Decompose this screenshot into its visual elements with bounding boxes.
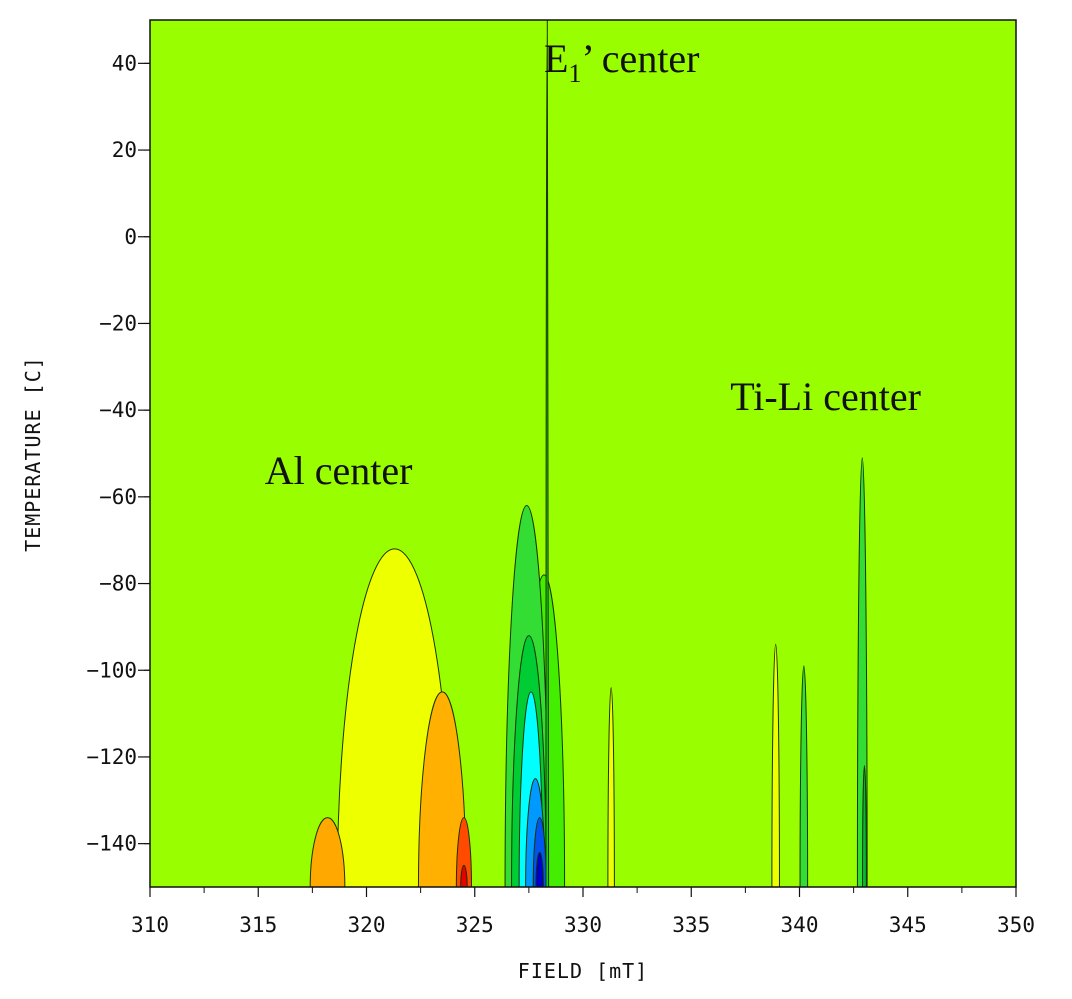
- contour-peak: [862, 765, 867, 888]
- x-tick-label: 345: [889, 913, 927, 937]
- y-tick-label: 40: [112, 51, 137, 75]
- contour-regions: [309, 19, 868, 888]
- contour-peak: [799, 665, 809, 888]
- y-tick-label: −60: [99, 485, 137, 509]
- y-tick-label: −80: [99, 572, 137, 596]
- y-tick-label: −120: [86, 745, 137, 769]
- x-axis-title: FIELD [mT]: [518, 959, 648, 983]
- x-tick-label: 325: [456, 913, 494, 937]
- contour-peak: [460, 864, 468, 888]
- peak-annotation: Ti-Li center: [730, 374, 921, 419]
- contour-peak: [535, 851, 544, 888]
- x-tick-label: 320: [348, 913, 386, 937]
- peak-annotation: E1’ center: [544, 36, 699, 88]
- y-tick-label: −100: [86, 658, 137, 682]
- y-tick-label: 0: [124, 225, 137, 249]
- x-tick-label: 330: [564, 913, 602, 937]
- axis-ticks: 310 315 320 325 330 335 340 345 350 40 20 0 −20 −40 −6…: [86, 51, 1035, 937]
- contour-peak: [417, 691, 467, 888]
- x-tick-label: 315: [239, 913, 277, 937]
- x-tick-label: 310: [131, 913, 169, 937]
- annotations: E1’ center Ti-Li center Al center: [265, 36, 921, 493]
- y-tick-label: −20: [99, 311, 137, 335]
- y-tick-label: −140: [86, 832, 137, 856]
- y-tick-label: 20: [112, 138, 137, 162]
- y-axis-title: TEMPERATURE [C]: [21, 356, 45, 552]
- plot-background: [150, 20, 1016, 887]
- contour-peak: [455, 817, 473, 888]
- peak-annotation: Al center: [265, 448, 413, 493]
- contour-peak: [309, 817, 346, 888]
- contour-peak: [607, 687, 615, 888]
- x-tick-label: 340: [781, 913, 819, 937]
- x-tick-label: 335: [672, 913, 710, 937]
- contour-peak: [771, 643, 780, 888]
- x-tick-label: 350: [997, 913, 1035, 937]
- y-tick-label: −40: [99, 398, 137, 422]
